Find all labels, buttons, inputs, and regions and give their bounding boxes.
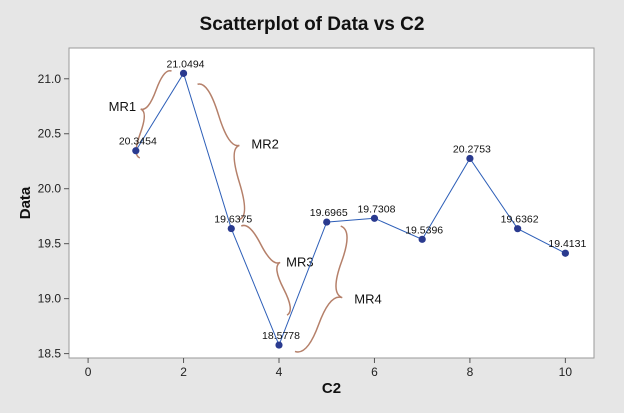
data-point xyxy=(370,214,379,222)
data-label: 19.7308 xyxy=(357,203,395,215)
data-point xyxy=(132,147,140,155)
plot-area xyxy=(68,47,595,359)
data-point xyxy=(179,69,188,77)
data-label: 19.6965 xyxy=(310,207,348,219)
x-axis-label: C2 xyxy=(322,380,341,397)
x-tick-label: 0 xyxy=(85,365,92,379)
data-label: 19.6375 xyxy=(214,214,252,226)
mr3-label: MR3 xyxy=(286,254,313,269)
data-label: 21.0494 xyxy=(167,58,205,70)
mr4-bracket xyxy=(294,225,348,353)
mr1-bracket xyxy=(135,70,172,159)
data-label: 20.3454 xyxy=(119,136,157,148)
data-label: 18.5778 xyxy=(262,330,300,342)
y-tick-label: 19.5 xyxy=(38,237,62,251)
mr4-label: MR4 xyxy=(354,292,381,307)
y-tick-label: 20.0 xyxy=(38,182,62,196)
y-axis-label: Data xyxy=(17,186,34,219)
y-tick-label: 18.5 xyxy=(38,347,62,361)
x-tick-label: 4 xyxy=(276,365,283,379)
mr1-label: MR1 xyxy=(109,99,136,114)
data-label: 19.5396 xyxy=(405,224,443,236)
data-point xyxy=(227,224,235,233)
x-tick-label: 2 xyxy=(180,365,187,379)
mr2-label: MR2 xyxy=(251,136,278,151)
axes: 0 2 4 6 8 10 18.5 19.0 19.5 20.0 20.5 21.0 C2 Data xyxy=(17,72,572,397)
data-point xyxy=(418,235,426,243)
data-label: 19.4131 xyxy=(548,238,586,250)
x-tick-label: 6 xyxy=(371,365,378,379)
data-series: 20.3454 21.0494 19.6375 18.5778 19.6965 19.73… xyxy=(119,58,586,349)
mr3-bracket xyxy=(240,224,292,316)
series-line xyxy=(135,72,566,347)
x-tick-label: 8 xyxy=(467,365,474,379)
data-point xyxy=(514,225,522,233)
data-label: 20.2753 xyxy=(453,143,491,155)
y-tick-label: 20.5 xyxy=(38,127,62,141)
data-label: 19.6362 xyxy=(501,214,539,226)
moving-range-brackets: MR1 MR2 MR3 MR4 xyxy=(109,70,382,353)
data-point xyxy=(561,249,569,257)
data-point xyxy=(323,218,331,226)
y-tick-label: 19.0 xyxy=(38,292,62,306)
data-point xyxy=(466,154,474,163)
chart-title: Scatterplot of Data vs C2 xyxy=(199,14,425,35)
mr2-bracket xyxy=(197,83,246,221)
y-tick-label: 21.0 xyxy=(38,72,62,86)
x-tick-label: 10 xyxy=(559,365,573,379)
data-point xyxy=(275,341,283,349)
